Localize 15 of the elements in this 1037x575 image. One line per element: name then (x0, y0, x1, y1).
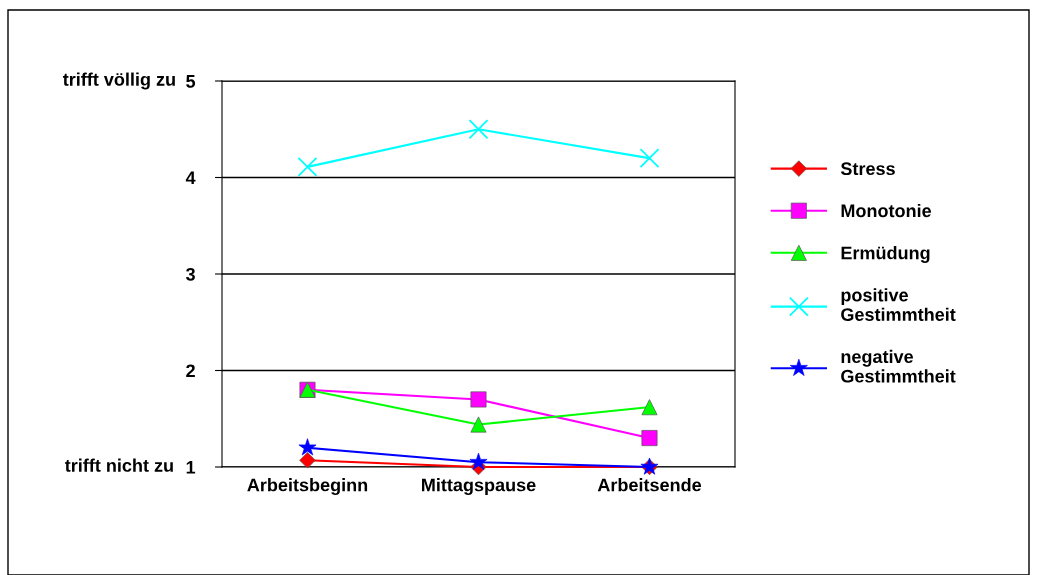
y-tick-label: 3 (185, 267, 195, 281)
x-tick-label: Arbeitsende (597, 478, 702, 492)
x-tick-label: Mittagspause (422, 478, 536, 496)
y-tick-label: 5 (186, 75, 196, 88)
legend-label: positive Gestimmtheit (841, 288, 956, 321)
y-tick-label: 4 (185, 171, 196, 185)
y-tick-label: 1 (186, 461, 196, 474)
legend-label: Monotonie (841, 203, 932, 218)
legend-label: Stress (840, 162, 895, 176)
x-tick-label: Arbeitsbeginn (247, 478, 368, 496)
y-tick-label: 2 (186, 364, 195, 378)
legend-label: negative Gestimmtheit (841, 349, 956, 383)
legend-label: Ermüdung (841, 246, 930, 263)
text: trifft völlig zu (62, 72, 175, 90)
text: trifft nicht zu (64, 458, 173, 472)
